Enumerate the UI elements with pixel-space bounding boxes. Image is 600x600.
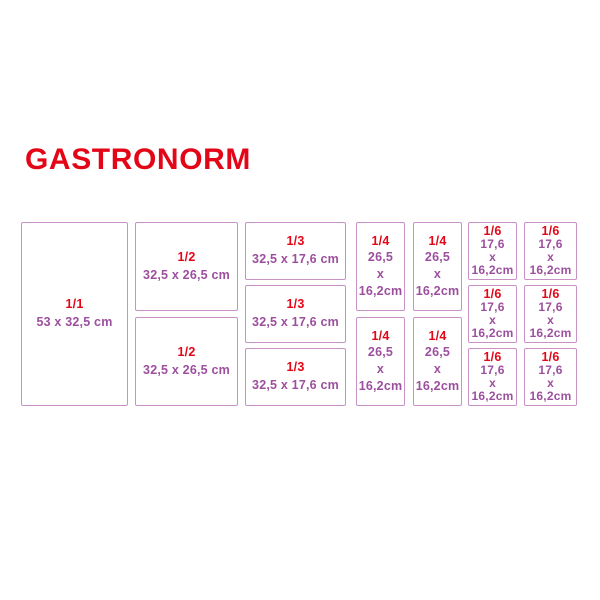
pan-dimensions: 17,6 <box>538 237 563 252</box>
column-1-3: 1/3 32,5 x 17,6 cm 1/3 32,5 x 17,6 cm 1/… <box>245 222 346 406</box>
pan-dimensions: x <box>489 313 496 328</box>
pan-fraction-label: 1/3 <box>286 234 305 249</box>
pan-dimensions: 16,2cm <box>471 262 514 277</box>
pan-dimensions: x <box>376 362 385 377</box>
pan-box-1-3: 1/3 32,5 x 17,6 cm <box>245 348 346 406</box>
pan-dimensions: x <box>433 362 442 377</box>
pan-box-1-6: 1/6 17,6 x 16,2cm <box>468 222 517 280</box>
group-1-6: 1/6 17,6 x 16,2cm 1/6 17,6 x 16,2cm 1/6 … <box>468 222 577 406</box>
pan-dimensions: 26,5 <box>424 250 451 265</box>
pan-dimensions: x <box>547 250 554 265</box>
pan-box-1-4: 1/4 26,5 x 16,2cm <box>356 317 405 406</box>
pan-fraction-label: 1/3 <box>286 360 305 375</box>
pan-dimensions: 17,6 <box>480 300 505 315</box>
pan-box-1-6: 1/6 17,6 x 16,2cm <box>524 222 577 280</box>
pan-fraction-label: 1/6 <box>541 224 560 239</box>
pan-dimensions: 32,5 x 26,5 cm <box>143 362 230 377</box>
pan-box-1-4: 1/4 26,5 x 16,2cm <box>413 317 462 406</box>
pan-box-1-1: 1/1 53 x 32,5 cm <box>21 222 128 406</box>
pan-box-1-6: 1/6 17,6 x 16,2cm <box>468 348 517 406</box>
pan-dimensions: 53 x 32,5 cm <box>36 315 113 329</box>
pan-dimensions: 16,2cm <box>358 284 403 299</box>
pan-dimensions: 32,5 x 17,6 cm <box>252 378 339 392</box>
pan-dimensions: 17,6 <box>480 363 505 378</box>
pan-box-1-3: 1/3 32,5 x 17,6 cm <box>245 222 346 280</box>
pan-fraction-label: 1/6 <box>483 350 502 365</box>
pan-dimensions: 16,2cm <box>415 379 460 394</box>
column-1-2: 1/2 32,5 x 26,5 cm 1/2 32,5 x 26,5 cm <box>135 222 238 406</box>
pan-dimensions: 16,2cm <box>471 388 514 403</box>
pan-box-1-2: 1/2 32,5 x 26,5 cm <box>135 222 238 311</box>
pan-dimensions: 16,2cm <box>358 379 403 394</box>
pan-dimensions: 16,2cm <box>529 325 572 340</box>
pan-dimensions: x <box>433 267 442 282</box>
pan-dimensions: x <box>547 376 554 391</box>
pan-fraction-label: 1/4 <box>428 329 447 344</box>
pan-fraction-label: 1/2 <box>177 344 196 359</box>
pan-box-1-6: 1/6 17,6 x 16,2cm <box>468 285 517 343</box>
pan-box-1-4: 1/4 26,5 x 16,2cm <box>413 222 462 311</box>
pan-dimensions: 16,2cm <box>529 388 572 403</box>
pan-fraction-label: 1/3 <box>286 297 305 312</box>
pan-fraction-label: 1/6 <box>541 350 560 365</box>
pan-dimensions: x <box>489 250 496 265</box>
pan-fraction-label: 1/4 <box>428 234 447 249</box>
pan-fraction-label: 1/1 <box>65 297 84 312</box>
pan-fraction-label: 1/6 <box>483 287 502 302</box>
page-title: GASTRONORM <box>25 143 251 176</box>
pan-box-1-6: 1/6 17,6 x 16,2cm <box>524 348 577 406</box>
pan-dimensions: 16,2cm <box>415 284 460 299</box>
pan-dimensions: 16,2cm <box>529 262 572 277</box>
pan-box-1-6: 1/6 17,6 x 16,2cm <box>524 285 577 343</box>
pan-dimensions: 17,6 <box>538 363 563 378</box>
pan-dimensions: 32,5 x 26,5 cm <box>143 267 230 282</box>
column-1-1: 1/1 53 x 32,5 cm <box>21 222 128 406</box>
pan-fraction-label: 1/4 <box>371 329 390 344</box>
pan-dimensions: 26,5 <box>367 345 394 360</box>
pan-box-1-3: 1/3 32,5 x 17,6 cm <box>245 285 346 343</box>
pan-fraction-label: 1/4 <box>371 234 390 249</box>
pan-dimensions: 17,6 <box>480 237 505 252</box>
pan-dimensions: x <box>376 267 385 282</box>
pan-fraction-label: 1/2 <box>177 249 196 264</box>
pan-box-1-4: 1/4 26,5 x 16,2cm <box>356 222 405 311</box>
pan-dimensions: 32,5 x 17,6 cm <box>252 315 339 329</box>
pan-dimensions: 17,6 <box>538 300 563 315</box>
pan-dimensions: 26,5 <box>424 345 451 360</box>
pan-fraction-label: 1/6 <box>483 224 502 239</box>
pan-box-1-2: 1/2 32,5 x 26,5 cm <box>135 317 238 406</box>
pan-fraction-label: 1/6 <box>541 287 560 302</box>
pan-dimensions: 26,5 <box>367 250 394 265</box>
pan-dimensions: x <box>489 376 496 391</box>
pan-dimensions: 16,2cm <box>471 325 514 340</box>
pan-dimensions: x <box>547 313 554 328</box>
group-1-4: 1/4 26,5 x 16,2cm 1/4 26,5 x 16,2cm 1/4 … <box>356 222 462 406</box>
pan-dimensions: 32,5 x 17,6 cm <box>252 252 339 266</box>
